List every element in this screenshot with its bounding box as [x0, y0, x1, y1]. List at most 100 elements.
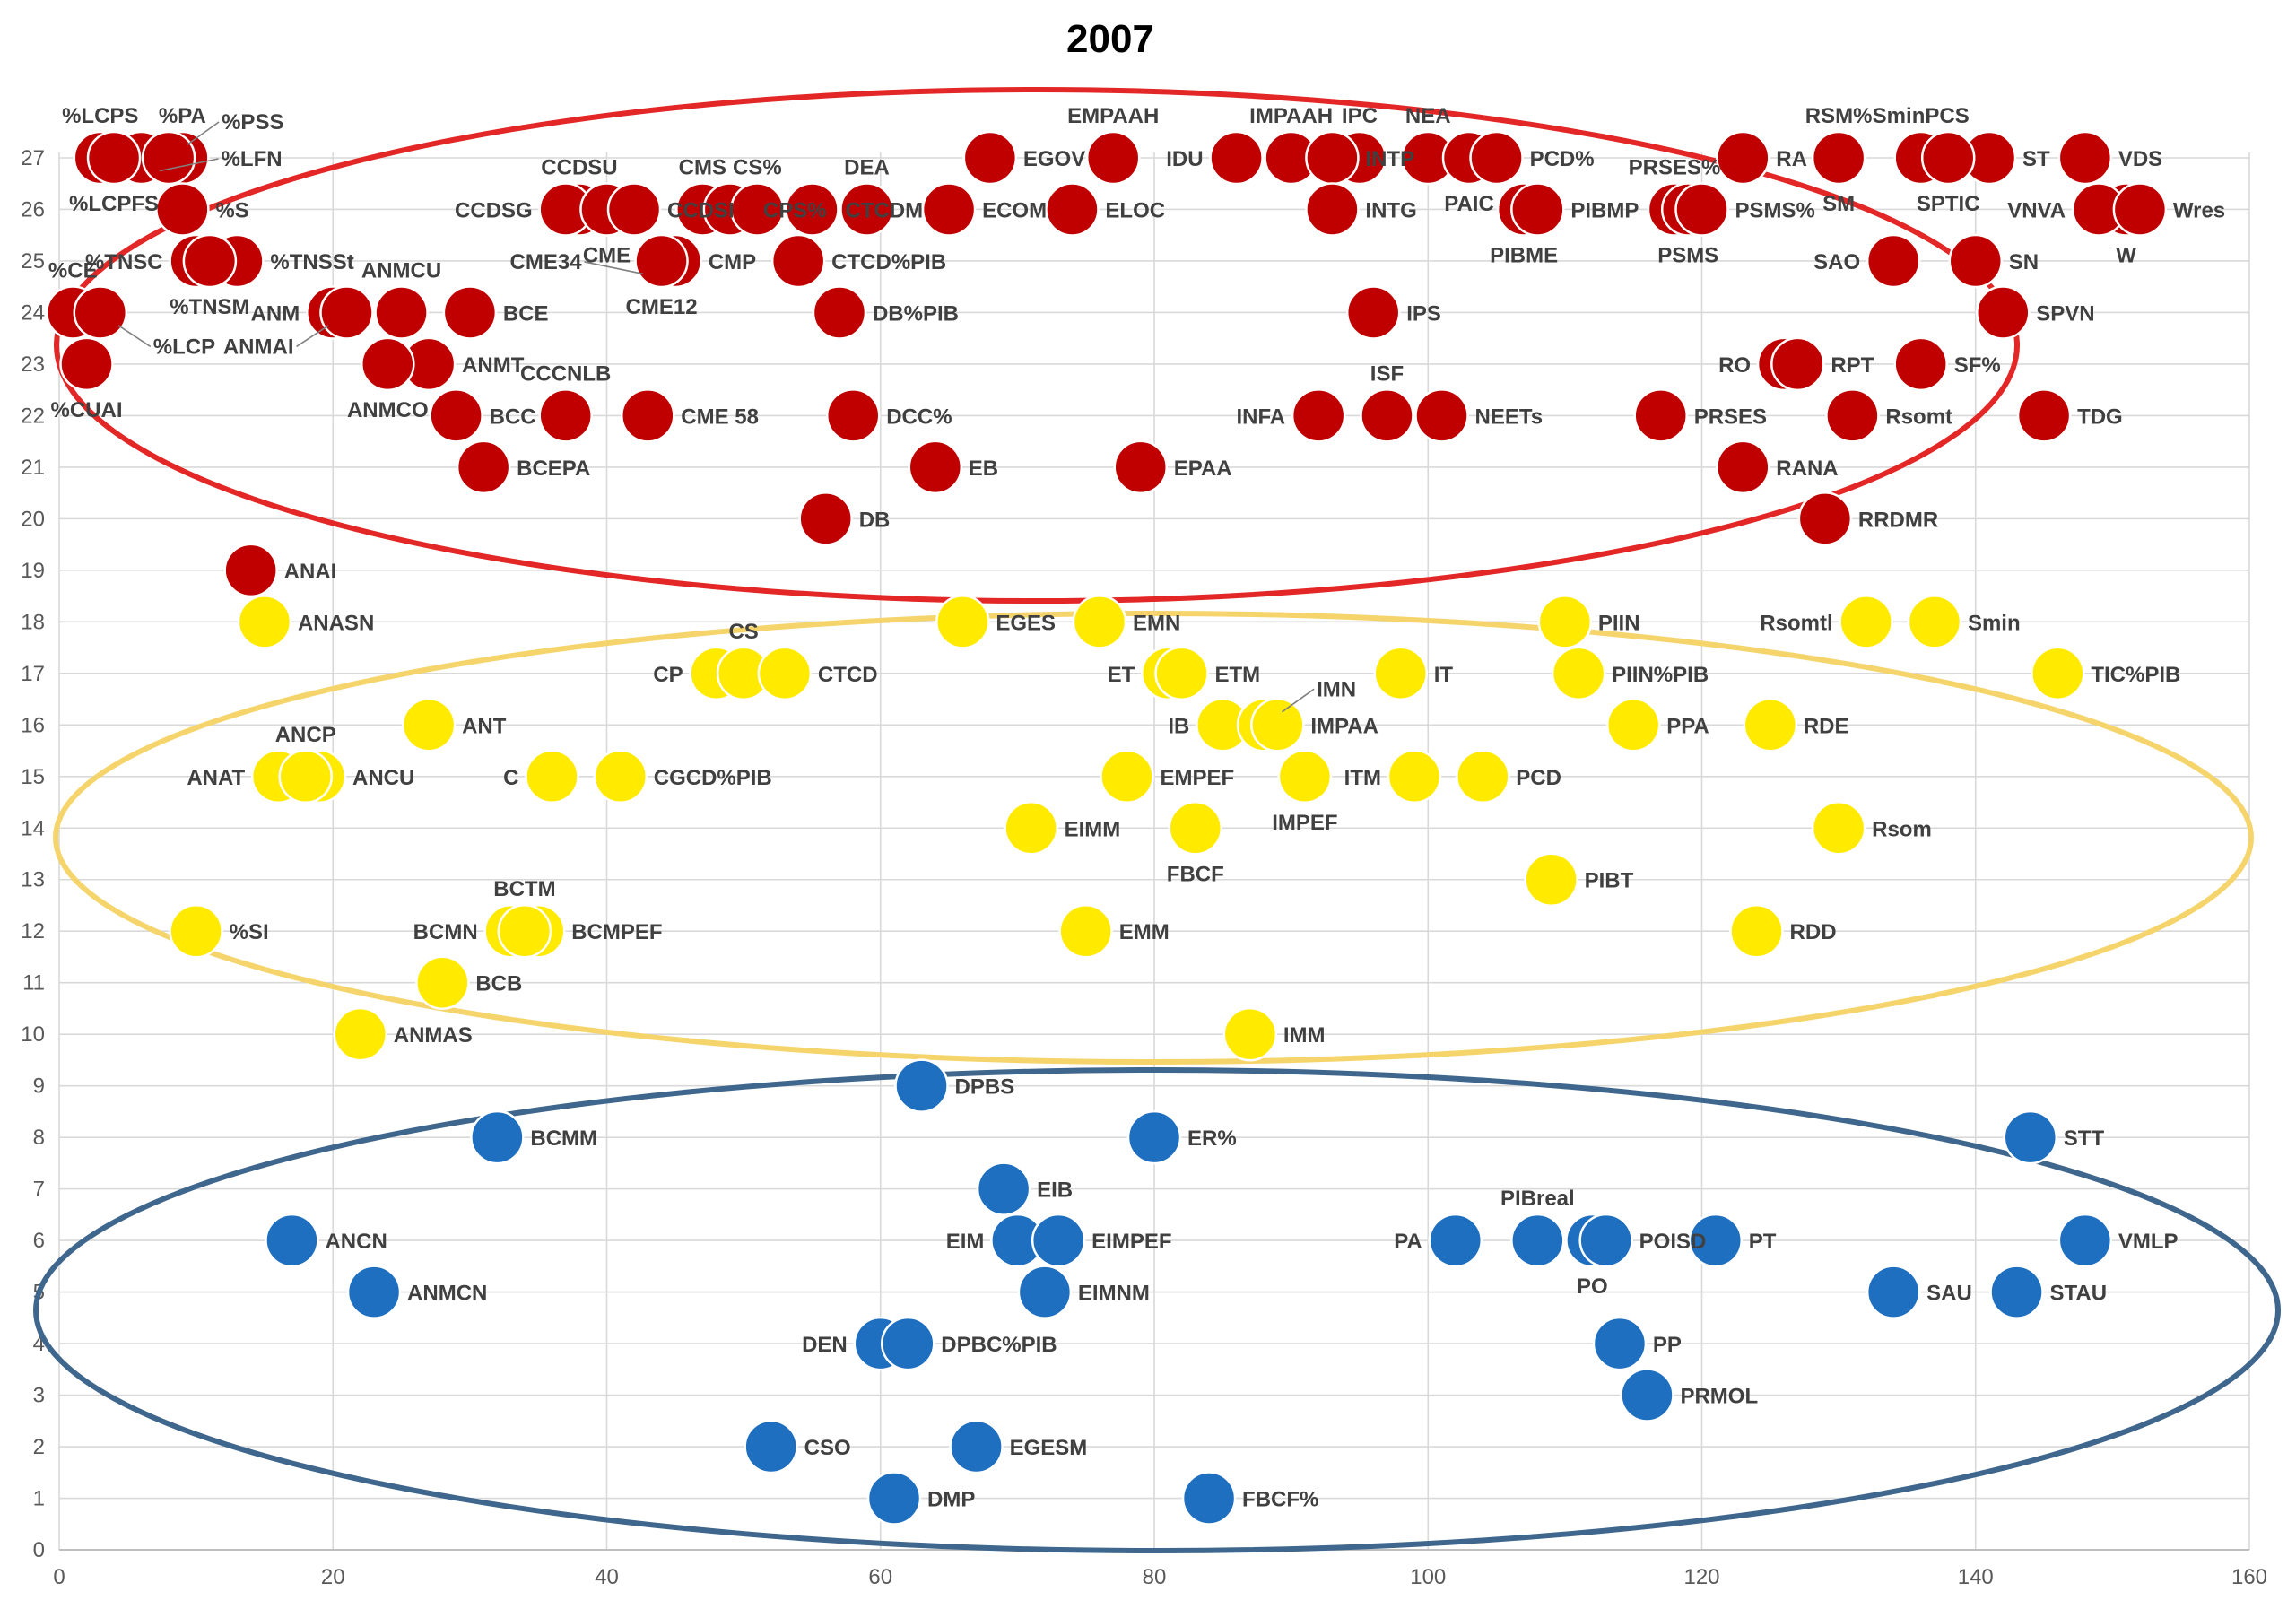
data-label: IB	[1168, 714, 1189, 738]
data-label: ELOC	[1105, 198, 1165, 222]
data-point-ctcd-pib	[770, 233, 826, 289]
data-point-empaah	[1085, 130, 1141, 186]
data-point-dpbs	[894, 1058, 949, 1113]
data-point-anmas	[333, 1006, 388, 1062]
axis-ticks: 0123456789101112131415161718192021222324…	[21, 146, 2267, 1589]
data-point-rsomtl	[1839, 595, 1893, 649]
data-label: %LFN	[222, 147, 283, 171]
y-tick-label: 13	[21, 868, 45, 892]
data-point-bctm	[497, 903, 552, 959]
data-label: DEA	[844, 155, 890, 179]
data-point-db	[798, 491, 853, 546]
data-label: PIBME	[1490, 243, 1558, 267]
data-point-bcepa	[456, 439, 511, 495]
data-label: PO	[1577, 1274, 1608, 1299]
data-point-anmcn	[346, 1265, 402, 1319]
data-label: %TNSC	[85, 250, 163, 274]
data-label: BCMN	[413, 920, 478, 944]
data-point-eimm	[1004, 801, 1058, 856]
data-point-piin-pib	[1551, 646, 1606, 701]
data-label: ETM	[1215, 663, 1261, 687]
data-label: PRSES%	[1629, 155, 1721, 179]
x-tick-label: 80	[1143, 1565, 1167, 1589]
data-label: EMN	[1133, 611, 1180, 635]
data-point-cccnlb	[538, 388, 593, 443]
data-point-dcc-	[825, 388, 881, 443]
data-label: SF%	[1954, 353, 2001, 378]
data-label: BCE	[503, 301, 549, 326]
y-tick-label: 26	[21, 197, 45, 222]
data-label: DPBS	[955, 1075, 1015, 1100]
data-point-piin	[1537, 595, 1593, 649]
data-point-dmp	[866, 1471, 922, 1526]
data-point-sptic	[1920, 130, 1976, 186]
data-label: %TNSM	[170, 295, 249, 319]
data-label: EGESM	[1010, 1436, 1088, 1460]
data-point-ant	[401, 698, 457, 752]
x-tick-label: 20	[321, 1565, 345, 1589]
data-label: EGES	[996, 611, 1056, 635]
data-label: C	[503, 766, 518, 790]
data-label: PIIN	[1598, 611, 1640, 635]
data-point-impef	[1277, 749, 1333, 804]
data-label: DMP	[927, 1488, 975, 1512]
data-point-eimnm	[1017, 1265, 1073, 1319]
data-point-rana	[1716, 439, 1770, 495]
data-points	[46, 130, 2168, 1526]
data-label: Rsom	[1872, 817, 1932, 841]
data-point-dea	[839, 182, 894, 237]
y-tick-label: 2	[33, 1435, 45, 1459]
data-point-wres	[2112, 182, 2168, 237]
data-label: RANA	[1776, 457, 1838, 481]
data-label: Smin	[1968, 611, 2021, 635]
data-label: CTCD	[818, 663, 878, 687]
data-point-eimpef	[1031, 1213, 1086, 1268]
data-point-rdd	[1729, 903, 1784, 959]
data-label: ANMT	[462, 353, 525, 378]
data-label: DPBC%PIB	[941, 1333, 1057, 1357]
y-tick-label: 17	[21, 662, 45, 686]
data-point-anasn	[237, 595, 292, 649]
label-leader	[159, 158, 219, 172]
data-label: PIBT	[1585, 869, 1634, 893]
data-label: %LCPFS	[69, 192, 159, 216]
data-label: RA	[1776, 147, 1807, 171]
data-point-empef	[1100, 749, 1154, 804]
y-tick-label: 14	[21, 816, 45, 840]
y-tick-label: 0	[33, 1538, 45, 1562]
data-label: PIIN%PIB	[1612, 663, 1709, 687]
data-point-infa	[1291, 388, 1346, 443]
data-point-sau	[1866, 1265, 1921, 1319]
data-label: PCD	[1516, 766, 1561, 790]
data-point-eb	[908, 439, 963, 495]
data-label: DB%PIB	[873, 301, 959, 326]
data-label: %SI	[230, 920, 269, 944]
data-point-er-	[1126, 1109, 1182, 1165]
chart-title: 2007	[1066, 17, 1154, 61]
data-label: %CE	[48, 258, 98, 283]
data-point--tnsm	[182, 233, 238, 289]
data-point-epaa	[1113, 439, 1168, 495]
data-point-ecom	[921, 182, 977, 237]
y-tick-label: 1	[33, 1487, 45, 1511]
data-label: EMPAAH	[1067, 104, 1159, 128]
data-point-eib	[976, 1161, 1031, 1216]
data-label: PA	[1394, 1230, 1422, 1254]
data-point-sf-	[1893, 336, 1948, 392]
data-label: RDE	[1804, 714, 1849, 738]
y-tick-label: 10	[21, 1022, 45, 1047]
data-label: Wres	[2173, 198, 2225, 222]
data-label: CME12	[626, 295, 698, 319]
data-label: CME	[583, 243, 631, 267]
y-tick-label: 24	[21, 300, 45, 325]
data-point-cso	[744, 1419, 798, 1474]
y-tick-label: 19	[21, 559, 45, 583]
data-label: EIMPEF	[1091, 1230, 1171, 1254]
data-label: CME 58	[681, 404, 759, 429]
data-label: VDS	[2118, 147, 2162, 171]
data-label: EMPEF	[1160, 766, 1234, 790]
data-label: DEN	[802, 1333, 848, 1357]
data-label: SminPCS	[1873, 104, 1970, 128]
